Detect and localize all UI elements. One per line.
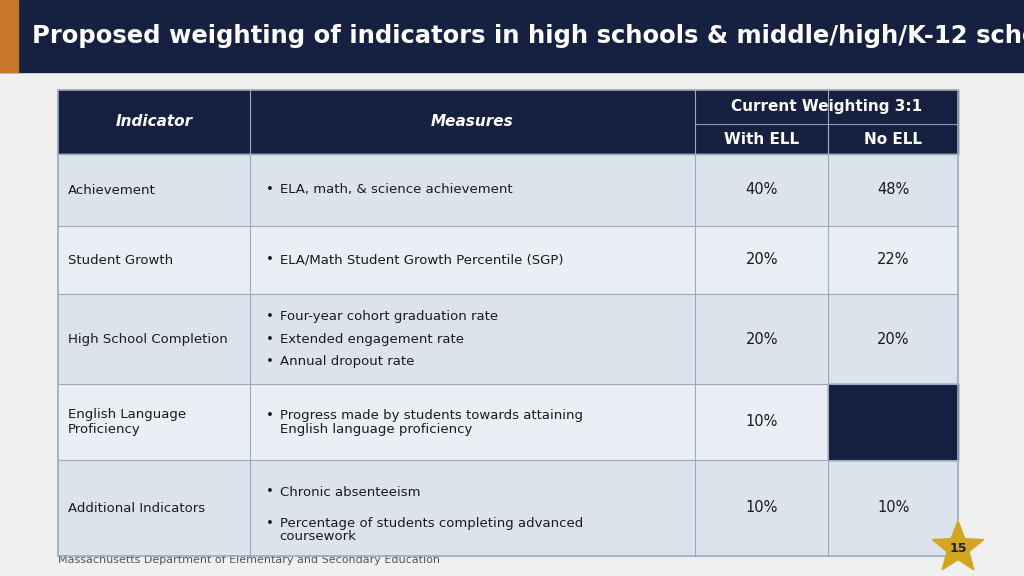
Text: Indicator: Indicator bbox=[116, 115, 193, 130]
Text: Extended engagement rate: Extended engagement rate bbox=[280, 332, 464, 346]
Text: 40%: 40% bbox=[745, 183, 778, 198]
Text: With ELL: With ELL bbox=[724, 131, 800, 146]
Text: ELA/Math Student Growth Percentile (SGP): ELA/Math Student Growth Percentile (SGP) bbox=[280, 253, 563, 267]
Text: Student Growth: Student Growth bbox=[68, 253, 173, 267]
Bar bbox=[58, 384, 958, 460]
Text: Percentage of students completing advanced: Percentage of students completing advanc… bbox=[280, 517, 583, 530]
Text: •: • bbox=[265, 310, 273, 323]
Text: Chronic absenteeism: Chronic absenteeism bbox=[280, 486, 420, 498]
Text: Four-year cohort graduation rate: Four-year cohort graduation rate bbox=[280, 310, 498, 323]
Text: ELA, math, & science achievement: ELA, math, & science achievement bbox=[280, 184, 512, 196]
Text: •: • bbox=[265, 486, 273, 498]
Text: Progress made by students towards attaining: Progress made by students towards attain… bbox=[280, 408, 583, 422]
Text: •: • bbox=[265, 517, 273, 530]
Text: •: • bbox=[265, 253, 273, 267]
Text: High School Completion: High School Completion bbox=[68, 332, 227, 346]
Bar bbox=[58, 154, 958, 226]
Text: 10%: 10% bbox=[745, 501, 778, 516]
Text: 15: 15 bbox=[949, 541, 967, 555]
Bar bbox=[58, 226, 958, 294]
Text: Massachusetts Department of Elementary and Secondary Education: Massachusetts Department of Elementary a… bbox=[58, 555, 440, 565]
Text: 10%: 10% bbox=[745, 415, 778, 430]
Text: •: • bbox=[265, 332, 273, 346]
Text: 22%: 22% bbox=[877, 252, 909, 267]
Bar bbox=[0, 0, 18, 72]
Polygon shape bbox=[932, 521, 984, 570]
Bar bbox=[58, 90, 958, 154]
Text: •: • bbox=[265, 184, 273, 196]
Bar bbox=[58, 294, 958, 384]
Text: 20%: 20% bbox=[745, 252, 778, 267]
Text: 20%: 20% bbox=[745, 332, 778, 347]
Text: coursework: coursework bbox=[280, 530, 356, 544]
Text: •: • bbox=[265, 355, 273, 368]
Text: English language proficiency: English language proficiency bbox=[280, 423, 472, 435]
Bar bbox=[0, 0, 1024, 72]
Text: No ELL: No ELL bbox=[864, 131, 923, 146]
Text: Additional Indicators: Additional Indicators bbox=[68, 502, 205, 514]
Text: English Language
Proficiency: English Language Proficiency bbox=[68, 408, 186, 436]
Bar bbox=[58, 90, 958, 556]
Text: Proposed weighting of indicators in high schools & middle/high/K-12 schools: Proposed weighting of indicators in high… bbox=[32, 24, 1024, 48]
Text: Measures: Measures bbox=[431, 115, 514, 130]
Text: 48%: 48% bbox=[878, 183, 909, 198]
Text: Current Weighting 3:1: Current Weighting 3:1 bbox=[731, 100, 923, 115]
Text: Annual dropout rate: Annual dropout rate bbox=[280, 355, 414, 368]
Text: 10%: 10% bbox=[877, 501, 909, 516]
Bar bbox=[58, 460, 958, 556]
Bar bbox=[828, 384, 958, 460]
Text: •: • bbox=[265, 408, 273, 422]
Text: 20%: 20% bbox=[877, 332, 909, 347]
Text: Achievement: Achievement bbox=[68, 184, 156, 196]
